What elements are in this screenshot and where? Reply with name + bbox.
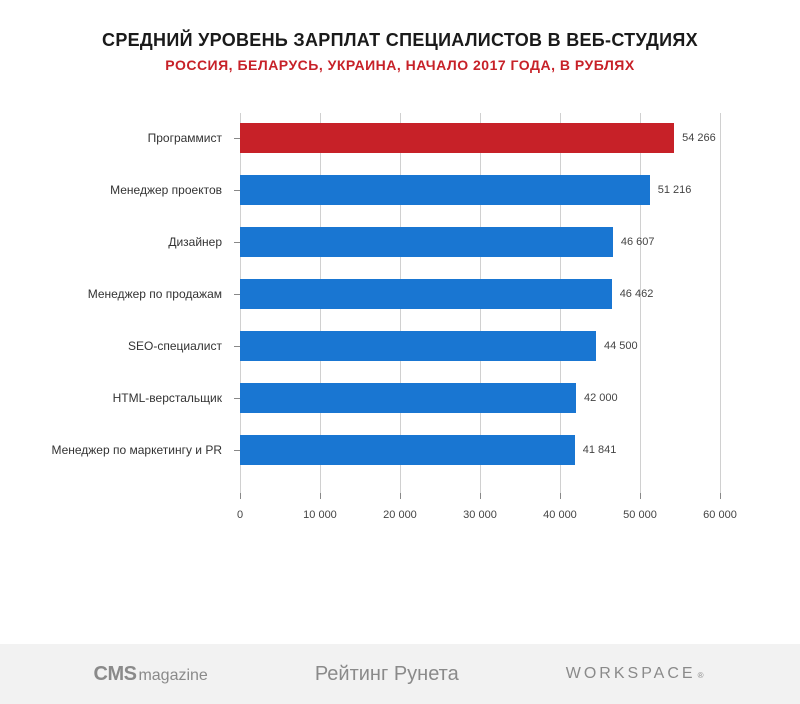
footer-logo-workspace: WORKSPACE® xyxy=(566,665,707,683)
category-label: SEO-специалист xyxy=(128,339,240,353)
footer: CMSmagazine Рейтинг Рунета WORKSPACE® xyxy=(0,644,800,704)
bar xyxy=(240,227,613,257)
chart-title: СРЕДНИЙ УРОВЕНЬ ЗАРПЛАТ СПЕЦИАЛИСТОВ В В… xyxy=(20,30,780,51)
category-label: Менеджер по продажам xyxy=(88,287,240,301)
bar-row: HTML-верстальщик42 000 xyxy=(240,383,720,413)
x-tick-label: 30 000 xyxy=(463,509,497,521)
bar-value: 51 216 xyxy=(658,184,692,196)
bar-row: Менеджер по маркетингу и PR41 841 xyxy=(240,435,720,465)
category-label: Дизайнер xyxy=(168,235,240,249)
bar xyxy=(240,383,576,413)
bar-value: 54 266 xyxy=(682,132,716,144)
x-tick-mark xyxy=(560,493,561,499)
x-tick-mark xyxy=(240,493,241,499)
chart-subtitle: РОССИЯ, БЕЛАРУСЬ, УКРАИНА, НАЧАЛО 2017 Г… xyxy=(20,57,780,73)
x-tick-mark xyxy=(320,493,321,499)
footer-logo-rating: Рейтинг Рунета xyxy=(315,663,459,686)
bar-row: Дизайнер46 607 xyxy=(240,227,720,257)
bar-row: SEO-специалист44 500 xyxy=(240,331,720,361)
x-tick-mark xyxy=(400,493,401,499)
bar-value: 42 000 xyxy=(584,392,618,404)
category-label: HTML-верстальщик xyxy=(113,391,240,405)
bar-value: 46 462 xyxy=(620,288,654,300)
bar-value: 44 500 xyxy=(604,340,638,352)
footer-logo-cms: CMSmagazine xyxy=(94,663,208,686)
x-tick-label: 50 000 xyxy=(623,509,657,521)
bar xyxy=(240,279,612,309)
x-tick-label: 10 000 xyxy=(303,509,337,521)
chart: 0 10 000 20 000 30 000 40 000 50 000 60 000 Про… xyxy=(30,113,770,533)
cms-bold-text: CMS xyxy=(94,663,137,686)
bar xyxy=(240,331,596,361)
bar-row: Программист54 266 xyxy=(240,123,720,153)
bar-row: Менеджер проектов51 216 xyxy=(240,175,720,205)
bar xyxy=(240,123,674,153)
x-tick-label: 60 000 xyxy=(703,509,737,521)
bar xyxy=(240,175,650,205)
category-label: Менеджер проектов xyxy=(110,183,240,197)
category-label: Программист xyxy=(148,131,240,145)
x-tick-mark xyxy=(480,493,481,499)
bar xyxy=(240,435,575,465)
bar-row: Менеджер по продажам46 462 xyxy=(240,279,720,309)
bar-value: 46 607 xyxy=(621,236,655,248)
bar-value: 41 841 xyxy=(583,444,617,456)
x-tick-label: 20 000 xyxy=(383,509,417,521)
category-label: Менеджер по маркетингу и PR xyxy=(51,443,240,457)
x-tick-mark xyxy=(720,493,721,499)
cms-light-text: magazine xyxy=(138,667,207,685)
x-tick-label: 40 000 xyxy=(543,509,577,521)
workspace-text: WORKSPACE xyxy=(566,665,696,683)
workspace-trademark-icon: ® xyxy=(698,671,707,680)
x-tick-label: 0 xyxy=(237,509,243,521)
x-tick-mark xyxy=(640,493,641,499)
plot-area: 010 00020 00030 00040 00050 00060 000Про… xyxy=(240,113,720,493)
grid-line xyxy=(720,113,721,493)
